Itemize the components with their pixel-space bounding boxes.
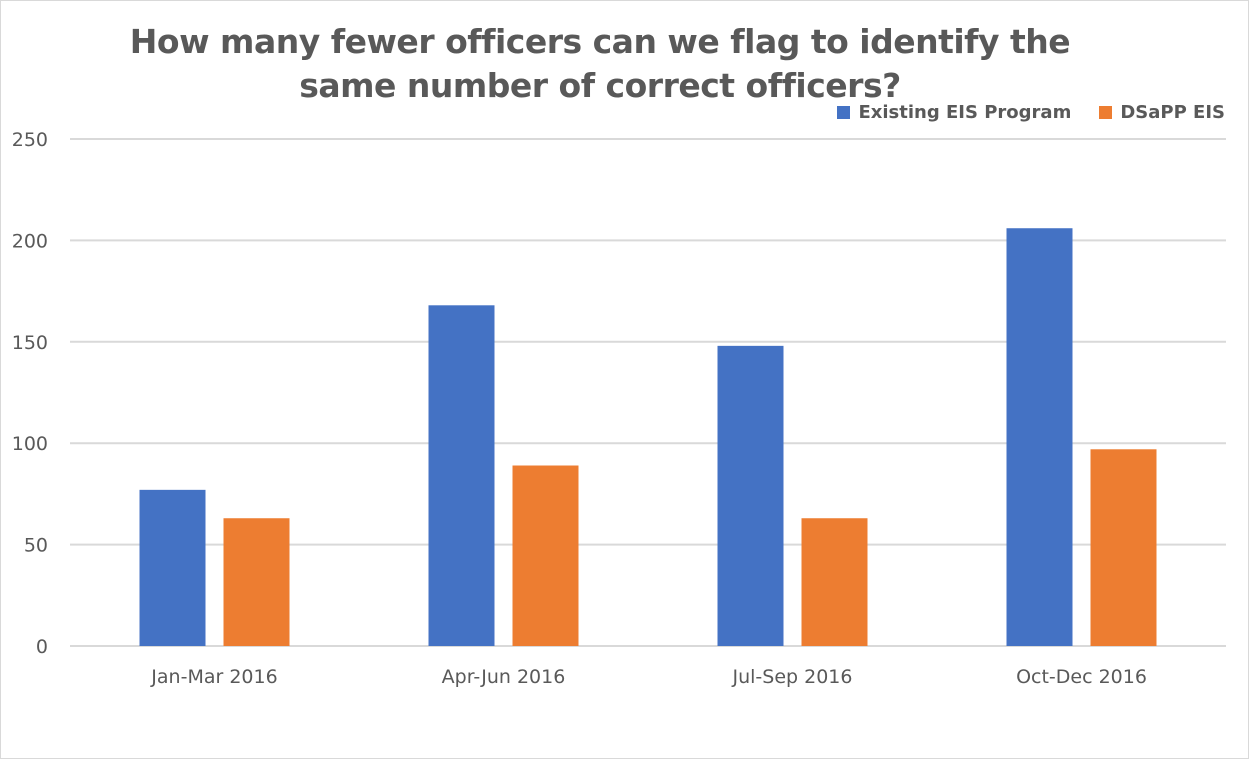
legend-label-dsapp: DSaPP EIS xyxy=(1120,102,1225,123)
legend-item-dsapp: DSaPP EIS xyxy=(1099,102,1225,123)
bar-dsapp xyxy=(1090,449,1157,646)
y-tick-label: 150 xyxy=(12,332,48,354)
legend-swatch-existing xyxy=(837,106,851,119)
y-tick-label: 200 xyxy=(12,230,48,252)
y-tick-label: 250 xyxy=(12,129,48,151)
bar-existing xyxy=(428,305,495,646)
legend-label-existing: Existing EIS Program xyxy=(858,102,1072,123)
x-tick-label: Jan-Mar 2016 xyxy=(150,666,277,688)
bar-dsapp xyxy=(512,465,579,646)
legend-swatch-dsapp xyxy=(1099,106,1113,119)
x-tick-label: Jul-Sep 2016 xyxy=(732,666,853,688)
bar-existing xyxy=(1006,228,1073,646)
y-tick-label: 0 xyxy=(36,636,48,658)
x-tick-label: Apr-Jun 2016 xyxy=(442,666,566,688)
y-tick-label: 100 xyxy=(12,433,48,455)
bar-dsapp xyxy=(801,518,868,646)
legend: Existing EIS Program DSaPP EIS xyxy=(837,102,1225,123)
bar-existing xyxy=(139,489,206,646)
legend-item-existing: Existing EIS Program xyxy=(837,102,1071,123)
x-tick-label: Oct-Dec 2016 xyxy=(1016,666,1147,688)
y-tick-label: 50 xyxy=(24,535,48,557)
chart-title: How many fewer officers can we flag to i… xyxy=(129,22,1071,105)
bar-dsapp xyxy=(223,518,290,646)
bar-existing xyxy=(717,345,784,646)
